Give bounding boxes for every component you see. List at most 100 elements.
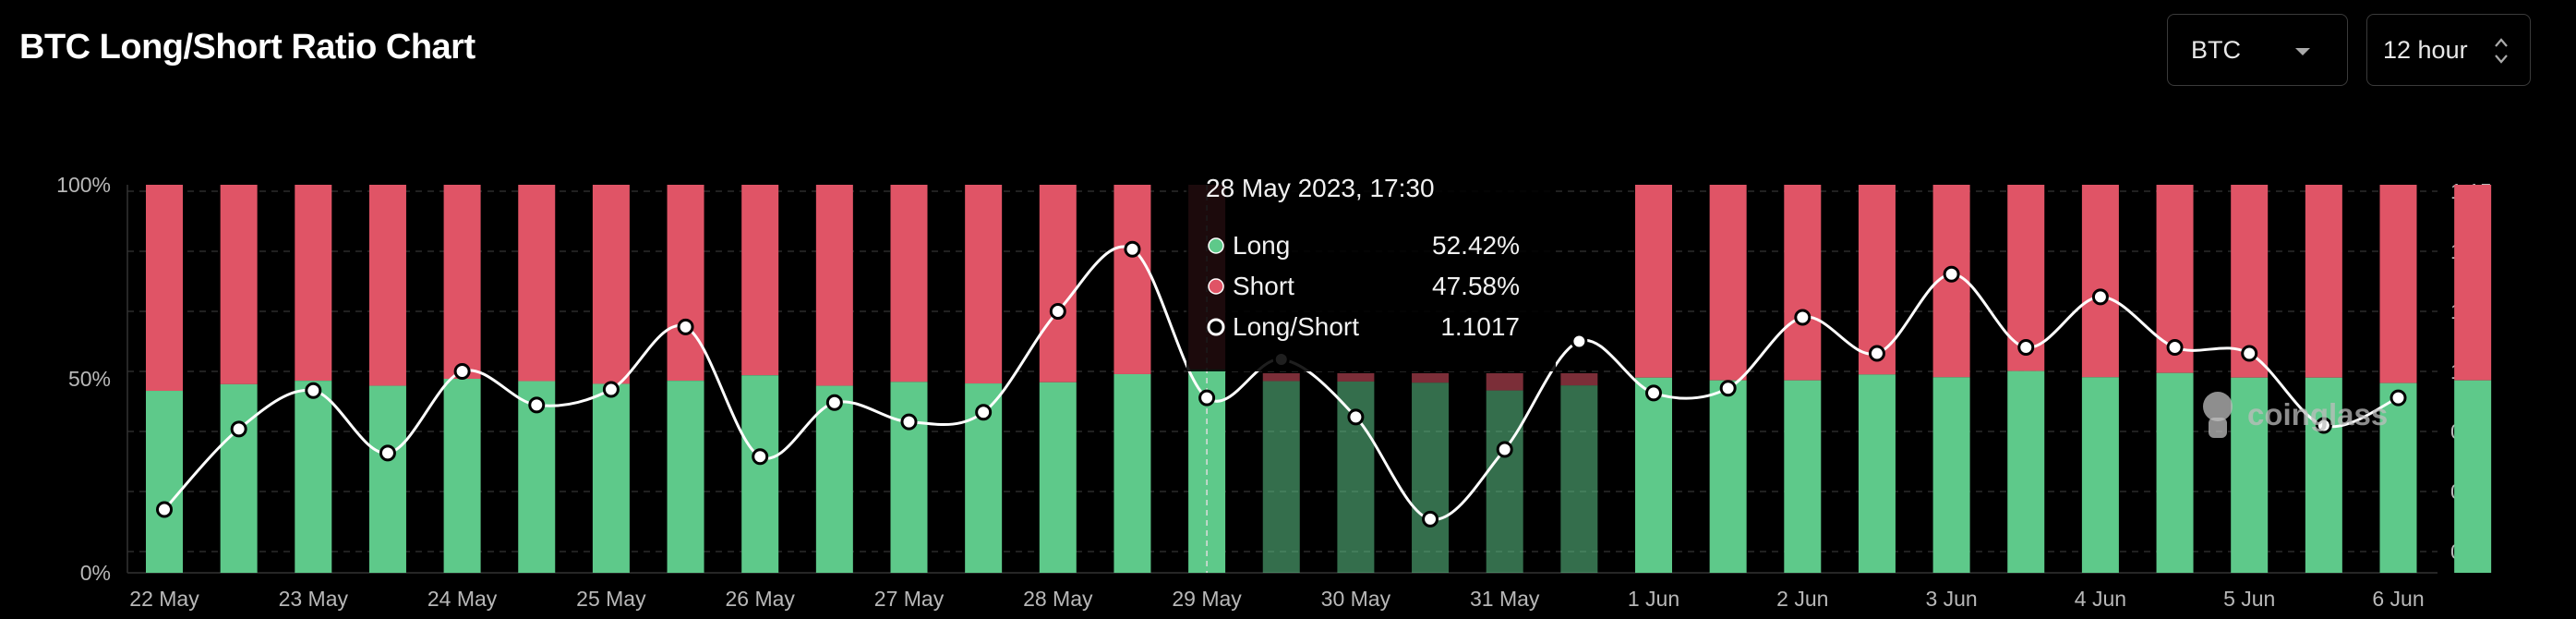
short-bar[interactable] [890, 185, 928, 382]
long-bar[interactable] [295, 381, 332, 573]
ratio-point[interactable] [156, 501, 173, 518]
short-bar[interactable] [2454, 185, 2492, 381]
long-bar[interactable] [2379, 382, 2417, 573]
ratio-point[interactable] [2241, 345, 2258, 362]
updown-chevron-icon [2495, 38, 2508, 64]
ratio-point[interactable] [1049, 303, 1066, 320]
long-bar[interactable] [2231, 377, 2269, 573]
long-bar[interactable] [2007, 370, 2045, 573]
ratio-point[interactable] [453, 363, 471, 380]
short-bar[interactable] [368, 185, 406, 386]
short-bar[interactable] [741, 185, 779, 376]
ratio-point[interactable] [1794, 309, 1812, 326]
long-bar[interactable] [1262, 381, 1300, 573]
ratio-point[interactable] [1719, 380, 1737, 397]
ratio-point[interactable] [1943, 265, 1960, 283]
long-bar[interactable] [1635, 377, 1672, 573]
long-bar[interactable] [146, 391, 183, 573]
long-bar[interactable] [1486, 390, 1523, 573]
ratio-point[interactable] [230, 420, 247, 438]
x-axis-tick-label: 26 May [725, 587, 795, 611]
short-bar[interactable] [2081, 185, 2119, 378]
long-bar[interactable] [815, 385, 853, 573]
long-bar[interactable] [1412, 382, 1450, 573]
long-bar[interactable] [1113, 373, 1151, 573]
long-bar[interactable] [1039, 382, 1077, 573]
ratio-point[interactable] [975, 404, 993, 421]
ratio-point[interactable] [1496, 441, 1513, 458]
short-bar[interactable] [1486, 373, 1523, 391]
short-bar[interactable] [518, 185, 556, 382]
short-bar[interactable] [592, 185, 630, 384]
short-bar[interactable] [295, 185, 332, 382]
long-bar[interactable] [1858, 374, 1896, 573]
left-axis-tick-label: 100% [56, 173, 111, 197]
long-bar[interactable] [741, 375, 779, 573]
long-bar[interactable] [1560, 385, 1598, 573]
ratio-point[interactable] [1124, 240, 1141, 258]
short-bar[interactable] [815, 185, 853, 386]
short-bar[interactable] [146, 185, 183, 392]
short-bar[interactable] [220, 185, 258, 384]
x-axis-tick-label: 5 Jun [2223, 587, 2275, 611]
long-bar[interactable] [592, 383, 630, 573]
ratio-point[interactable] [379, 444, 396, 462]
ratio-point[interactable] [305, 382, 322, 399]
short-bar[interactable] [1113, 185, 1151, 374]
short-bar[interactable] [1635, 185, 1672, 378]
short-bar[interactable] [1337, 373, 1375, 382]
long-bar[interactable] [1709, 380, 1747, 573]
ratio-point[interactable] [1645, 384, 1662, 402]
long-bar[interactable] [220, 383, 258, 573]
ratio-point[interactable] [825, 394, 843, 411]
long-bar[interactable] [2081, 377, 2119, 573]
interval-select[interactable]: 12 hour [2366, 14, 2531, 86]
long-bar[interactable] [890, 382, 928, 573]
long-bar[interactable] [667, 381, 704, 573]
ratio-point[interactable] [2389, 389, 2407, 407]
ratio-point[interactable] [1571, 333, 1588, 350]
ratio-point[interactable] [2017, 339, 2035, 356]
ratio-point[interactable] [1347, 408, 1365, 426]
ratio-point[interactable] [1868, 345, 1885, 362]
interval-select-value: 12 hour [2383, 35, 2468, 64]
short-bar[interactable] [1039, 185, 1077, 382]
x-axis-tick-label: 3 Jun [1925, 587, 1977, 611]
short-bar[interactable] [2305, 185, 2342, 378]
ratio-point[interactable] [2091, 288, 2109, 306]
long-bar[interactable] [2454, 380, 2492, 573]
short-bar[interactable] [1709, 185, 1747, 381]
ratio-point[interactable] [2315, 417, 2332, 434]
ratio-point[interactable] [677, 318, 694, 335]
long-bar[interactable] [1932, 377, 1970, 573]
ratio-point[interactable] [528, 396, 546, 414]
tooltip-legend-marker [1208, 237, 1224, 254]
short-bar[interactable] [1784, 185, 1822, 381]
coin-select[interactable]: BTC [2167, 14, 2348, 86]
x-axis-tick-label: 25 May [576, 587, 646, 611]
ratio-point[interactable] [900, 413, 918, 431]
short-bar[interactable] [2379, 185, 2417, 383]
long-bar[interactable] [1784, 380, 1822, 573]
tooltip-row-label: Long [1233, 231, 1290, 260]
left-axis-tick-label: 0% [80, 561, 111, 585]
long-bar[interactable] [2305, 377, 2342, 573]
ratio-point[interactable] [1422, 510, 1439, 528]
long-bar[interactable] [443, 379, 481, 573]
short-bar[interactable] [1412, 373, 1450, 383]
ratio-point[interactable] [752, 448, 769, 466]
short-bar[interactable] [965, 185, 1003, 384]
long-bar[interactable] [2156, 372, 2194, 573]
x-axis-tick-label: 6 Jun [2372, 587, 2424, 611]
ratio-point[interactable] [2166, 339, 2184, 356]
short-bar[interactable] [443, 185, 481, 379]
long-bar[interactable] [368, 385, 406, 573]
short-bar[interactable] [1858, 185, 1896, 375]
ratio-point[interactable] [602, 381, 620, 398]
short-bar[interactable] [667, 185, 704, 382]
ratio-point[interactable] [1198, 389, 1216, 407]
short-bar[interactable] [1560, 373, 1598, 386]
tooltip-row-value: 52.42% [1432, 231, 1520, 260]
short-bar[interactable] [1262, 373, 1300, 382]
